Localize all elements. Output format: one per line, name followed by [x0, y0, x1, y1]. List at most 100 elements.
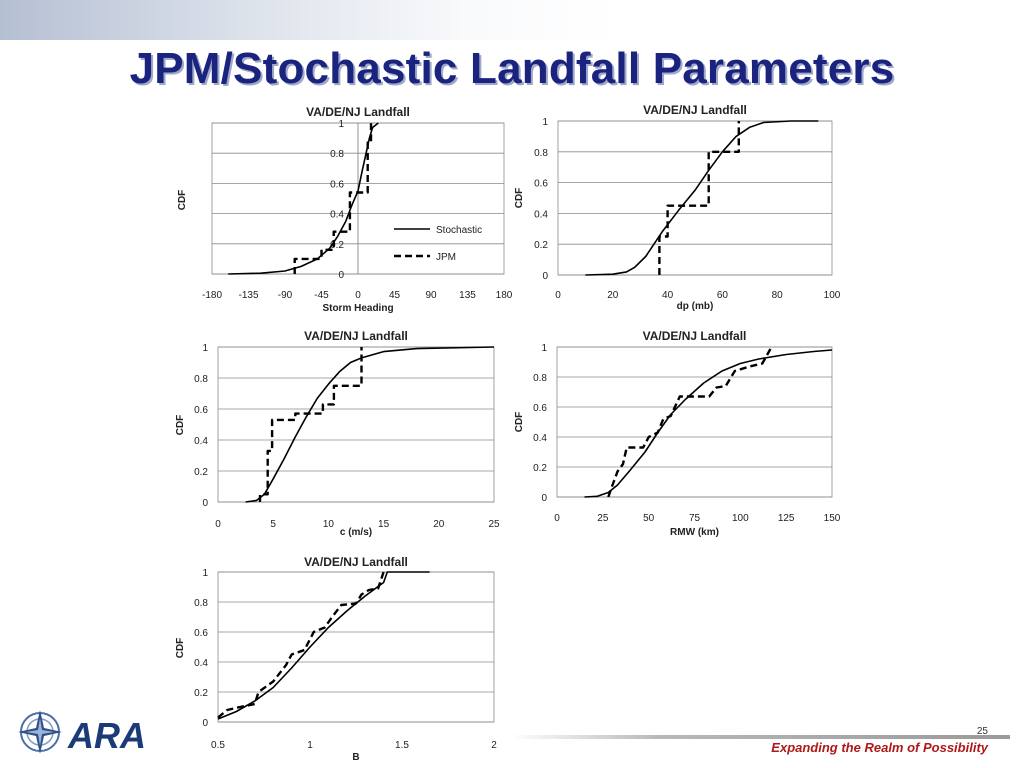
x-tick-label: 0.5 [211, 740, 225, 751]
y-tick-label: 0.8 [534, 148, 548, 159]
legend-label-stochastic: Stochastic [436, 225, 482, 236]
chart-title: VA/DE/NJ Landfall [304, 329, 408, 343]
y-tick-label: 0.8 [194, 598, 208, 609]
y-tick-label: 0.2 [534, 240, 548, 251]
series-stochastic-line [217, 571, 430, 720]
x-tick-label: 5 [270, 519, 276, 530]
y-tick-label: 0.8 [533, 373, 547, 384]
ara-logo: ARA [18, 710, 146, 756]
x-tick-label: 1 [307, 740, 313, 751]
chart-title: VA/DE/NJ Landfall [643, 329, 747, 343]
y-tick-label: 1 [541, 343, 547, 354]
x-tick-label: 20 [433, 519, 445, 530]
x-axis-label: Storm Heading [322, 303, 393, 314]
chart-1: 0 0.2 0.4 0.6 0.8 1 -180 -135 -90 -45 0 45 90 135 180 V… [177, 105, 513, 314]
y-tick-label: 0.6 [533, 403, 547, 414]
y-tick-label: 0.2 [194, 688, 208, 699]
series-jpm-line [217, 571, 385, 719]
x-tick-label: -45 [314, 290, 329, 301]
y-tick-label: 0.4 [533, 433, 547, 444]
compass-star-icon [18, 710, 62, 754]
y-tick-label: 0.2 [194, 467, 208, 478]
footer-divider [510, 735, 1010, 739]
y-axis-label: CDF [514, 412, 525, 433]
y-axis-label: CDF [177, 190, 188, 211]
plot-area [557, 120, 833, 276]
y-tick-label: 0 [541, 493, 547, 504]
y-tick-label: 1 [542, 117, 548, 128]
y-tick-label: 0.8 [330, 149, 344, 160]
x-tick-label: 25 [597, 513, 609, 524]
y-tick-label: 0 [542, 271, 548, 282]
legend-label-jpm: JPM [436, 252, 456, 263]
y-tick-label: 0.6 [194, 628, 208, 639]
chart-2: 0 0.2 0.4 0.6 0.8 1 0 20 40 60 80 100 VA/DE/NJ Landf… [514, 103, 841, 312]
series-jpm-line [658, 121, 740, 275]
series-stochastic-line [245, 346, 495, 503]
x-tick-label: 90 [425, 290, 437, 301]
y-axis-label: CDF [175, 638, 186, 659]
y-tick-label: 0.4 [194, 658, 208, 669]
y-tick-label: 0 [338, 270, 344, 281]
x-axis-label: RMW (km) [670, 527, 719, 538]
x-tick-label: 100 [824, 290, 841, 301]
x-tick-label: 15 [378, 519, 390, 530]
x-tick-label: 75 [689, 513, 701, 524]
x-tick-label: 150 [824, 513, 841, 524]
y-tick-label: 0.6 [534, 179, 548, 190]
x-axis-label: c (m/s) [340, 527, 372, 538]
footer-tagline: Expanding the Realm of Possibility [771, 740, 988, 755]
x-tick-label: 25 [488, 519, 500, 530]
y-axis-label: CDF [514, 188, 525, 209]
x-tick-label: -180 [202, 290, 222, 301]
plot-area [217, 346, 495, 503]
y-tick-label: 0.4 [194, 436, 208, 447]
y-tick-label: 1 [202, 568, 208, 579]
y-tick-label: 0 [202, 718, 208, 729]
x-tick-label: 45 [389, 290, 401, 301]
x-axis-label: dp (mb) [677, 301, 714, 312]
x-tick-label: 1.5 [395, 740, 409, 751]
series-stochastic-line [585, 120, 819, 276]
x-tick-label: 180 [496, 290, 513, 301]
x-axis-label: B [352, 752, 359, 763]
series-jpm-line [607, 346, 773, 498]
y-tick-label: 0.6 [194, 405, 208, 416]
y-tick-label: 1 [202, 343, 208, 354]
y-tick-label: 0.8 [194, 374, 208, 385]
y-tick-label: 0.6 [330, 179, 344, 190]
chart-title: VA/DE/NJ Landfall [304, 555, 408, 569]
x-tick-label: 125 [778, 513, 795, 524]
plot-area [217, 571, 495, 723]
x-tick-label: 20 [607, 290, 619, 301]
y-tick-label: 0.4 [330, 210, 344, 221]
series-stochastic-line [584, 349, 833, 498]
x-tick-label: 0 [555, 290, 561, 301]
chart-4: 0 0.2 0.4 0.6 0.8 1 0 25 50 75 100 125 150 VA/DE/NJ L… [514, 329, 841, 538]
series-jpm-line [258, 347, 363, 502]
logo-text: ARA [67, 715, 146, 756]
x-tick-label: 2 [491, 740, 497, 751]
y-tick-label: 0.2 [533, 463, 547, 474]
x-tick-label: -135 [238, 290, 258, 301]
x-tick-label: 100 [732, 513, 749, 524]
series-stochastic-line [228, 122, 379, 275]
x-tick-label: 135 [459, 290, 476, 301]
chart-title: VA/DE/NJ Landfall [306, 105, 410, 119]
x-tick-label: 60 [717, 290, 729, 301]
x-tick-label: 40 [662, 290, 674, 301]
x-tick-label: 0 [355, 290, 361, 301]
plot-area [556, 346, 833, 498]
x-tick-label: 80 [772, 290, 784, 301]
y-tick-label: 1 [338, 119, 344, 130]
slide-title: JPM/Stochastic Landfall Parameters [129, 44, 895, 93]
x-tick-label: -90 [278, 290, 293, 301]
chart-5: 0 0.2 0.4 0.6 0.8 1 0.5 1 1.5 2 VA/DE/NJ Landfall B… [175, 555, 497, 763]
x-tick-label: 50 [643, 513, 655, 524]
y-tick-label: 0 [202, 498, 208, 509]
y-tick-label: 0.4 [534, 209, 548, 220]
chart-title: VA/DE/NJ Landfall [643, 103, 747, 117]
page-number: 25 [976, 726, 988, 737]
